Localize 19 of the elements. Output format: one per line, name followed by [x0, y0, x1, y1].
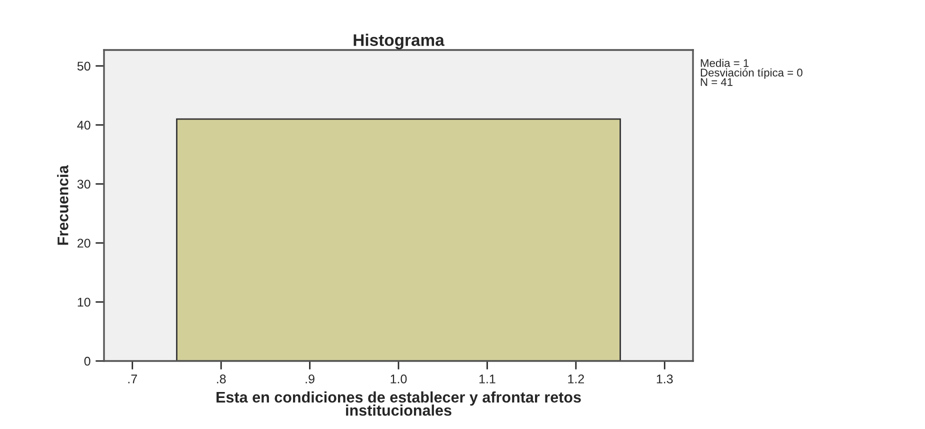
x-tick-label: .7: [128, 374, 137, 384]
y-tick-label: 10: [78, 298, 90, 307]
chart-title: Histograma: [354, 34, 444, 50]
x-tick-label: 1.1: [479, 374, 496, 384]
y-tick-label: 30: [77, 180, 90, 189]
y-tick-label: 40: [77, 120, 90, 130]
y-tick-label: 50: [77, 62, 90, 71]
x-tick-label: .9: [306, 374, 314, 384]
x-tick-label: 1.3: [656, 374, 673, 384]
text: N = 41: [700, 78, 733, 86]
x-tick-label: .8: [217, 374, 226, 384]
x-axis-title: Esta en condiciones de establecer y afrontar retos institucionales: [216, 391, 581, 416]
text: Media = 1: [700, 58, 749, 67]
x-tick-label: 1.2: [568, 374, 584, 384]
text: Desviación típica = 0: [700, 68, 802, 79]
x-tick-label: 1.0: [390, 374, 407, 384]
y-axis-title: Frecuencia: [57, 165, 68, 245]
y-tick-label: 20: [78, 238, 90, 248]
y-tick-label: 0: [84, 356, 90, 366]
